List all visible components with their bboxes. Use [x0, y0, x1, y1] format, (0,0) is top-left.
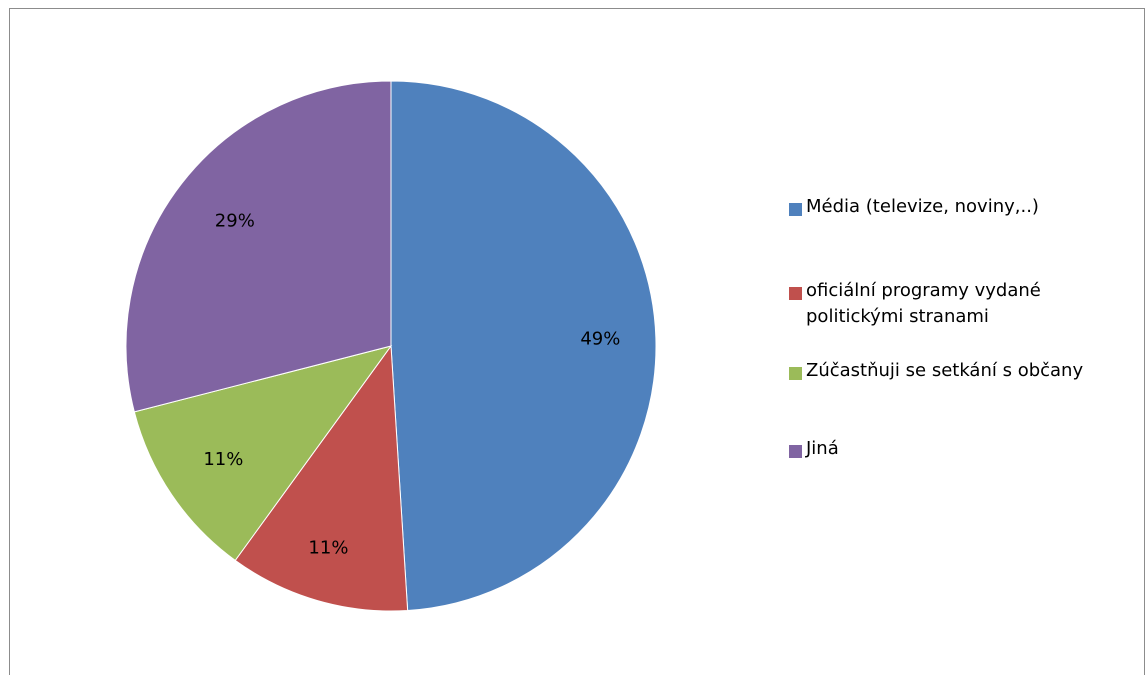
legend-swatch: [789, 445, 802, 458]
legend-swatch: [789, 367, 802, 380]
pie-slices: [125, 80, 657, 612]
legend-label: oficiální programy vydané politickými st…: [806, 280, 1041, 327]
pie-slice: [133, 345, 393, 562]
legend-item: oficiální programy vydané politickými st…: [789, 278, 1136, 330]
pie-data-labels: 49% 11% 11% 29%: [203, 211, 620, 559]
legend-swatch: [789, 203, 802, 216]
chart-area: [9, 8, 1145, 675]
legend-label: Jiná: [806, 438, 839, 459]
legend-item: Jiná: [789, 436, 1136, 462]
pie-data-label: 29%: [215, 211, 255, 232]
pie-slice: [125, 80, 392, 413]
legend-swatch: [789, 287, 802, 300]
pie-slice: [234, 344, 409, 612]
legend-label: Média (televize, noviny,..): [806, 196, 1039, 217]
legend-item: Média (televize, noviny,..): [789, 194, 1136, 220]
pie-data-label: 11%: [203, 449, 243, 470]
pie-data-label: 11%: [308, 538, 348, 559]
legend-item: Zúčastňuji se setkání s občany: [789, 358, 1136, 384]
pie-slice: [390, 80, 657, 612]
pie-data-label: 49%: [580, 328, 620, 349]
legend-label: Zúčastňuji se setkání s občany: [806, 360, 1084, 381]
